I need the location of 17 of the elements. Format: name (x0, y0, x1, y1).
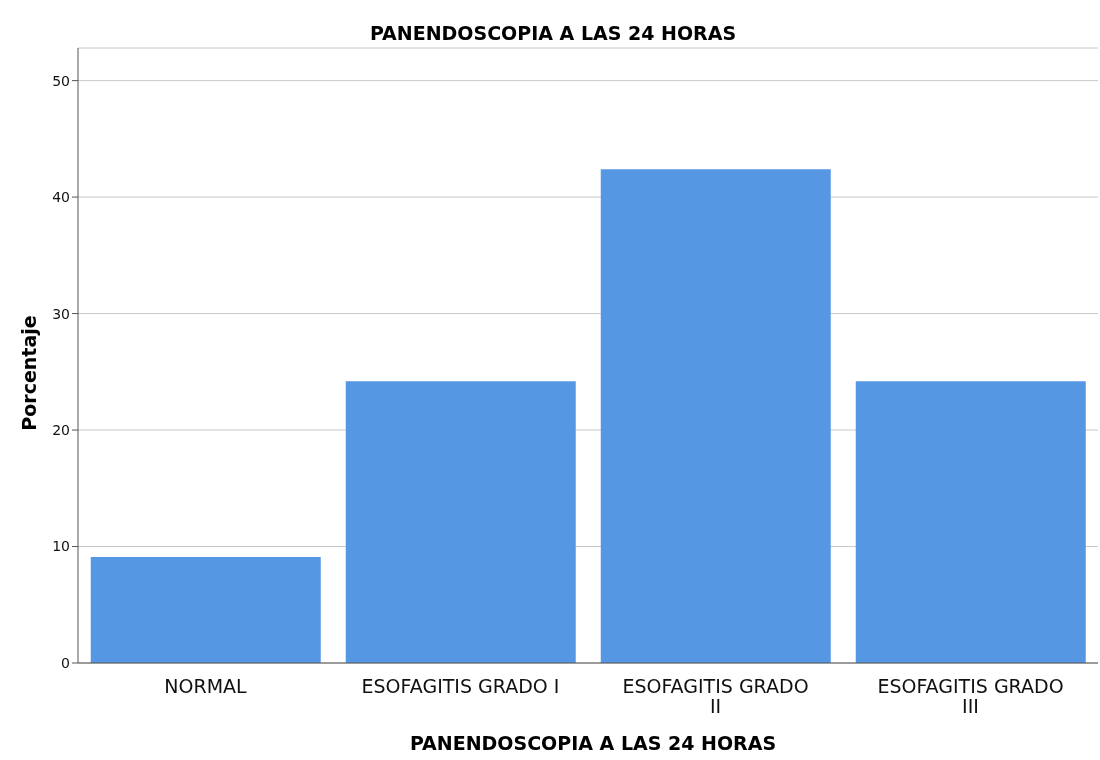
bar (345, 381, 576, 663)
y-tick-label: 30 (52, 305, 70, 322)
y-tick-label: 0 (61, 654, 70, 671)
bar (90, 557, 321, 663)
bar (600, 169, 831, 663)
chart-title: PANENDOSCOPIA A LAS 24 HORAS (368, 22, 738, 44)
y-tick-label: 10 (52, 538, 70, 555)
y-tick-label: 20 (52, 422, 70, 439)
y-axis-title: Porcentaje (18, 315, 41, 431)
x-tick-label: NORMAL (164, 675, 248, 697)
x-tick-label: ESOFAGITIS GRADO III (877, 675, 1064, 717)
x-axis-title: PANENDOSCOPIA A LAS 24 HORAS (408, 732, 778, 754)
x-tick-label: ESOFAGITIS GRADO II (622, 675, 809, 717)
y-tick-label: 40 (52, 189, 70, 206)
x-tick-label: ESOFAGITIS GRADO I (361, 675, 560, 697)
bar (855, 381, 1086, 663)
y-tick-label: 50 (52, 72, 70, 89)
